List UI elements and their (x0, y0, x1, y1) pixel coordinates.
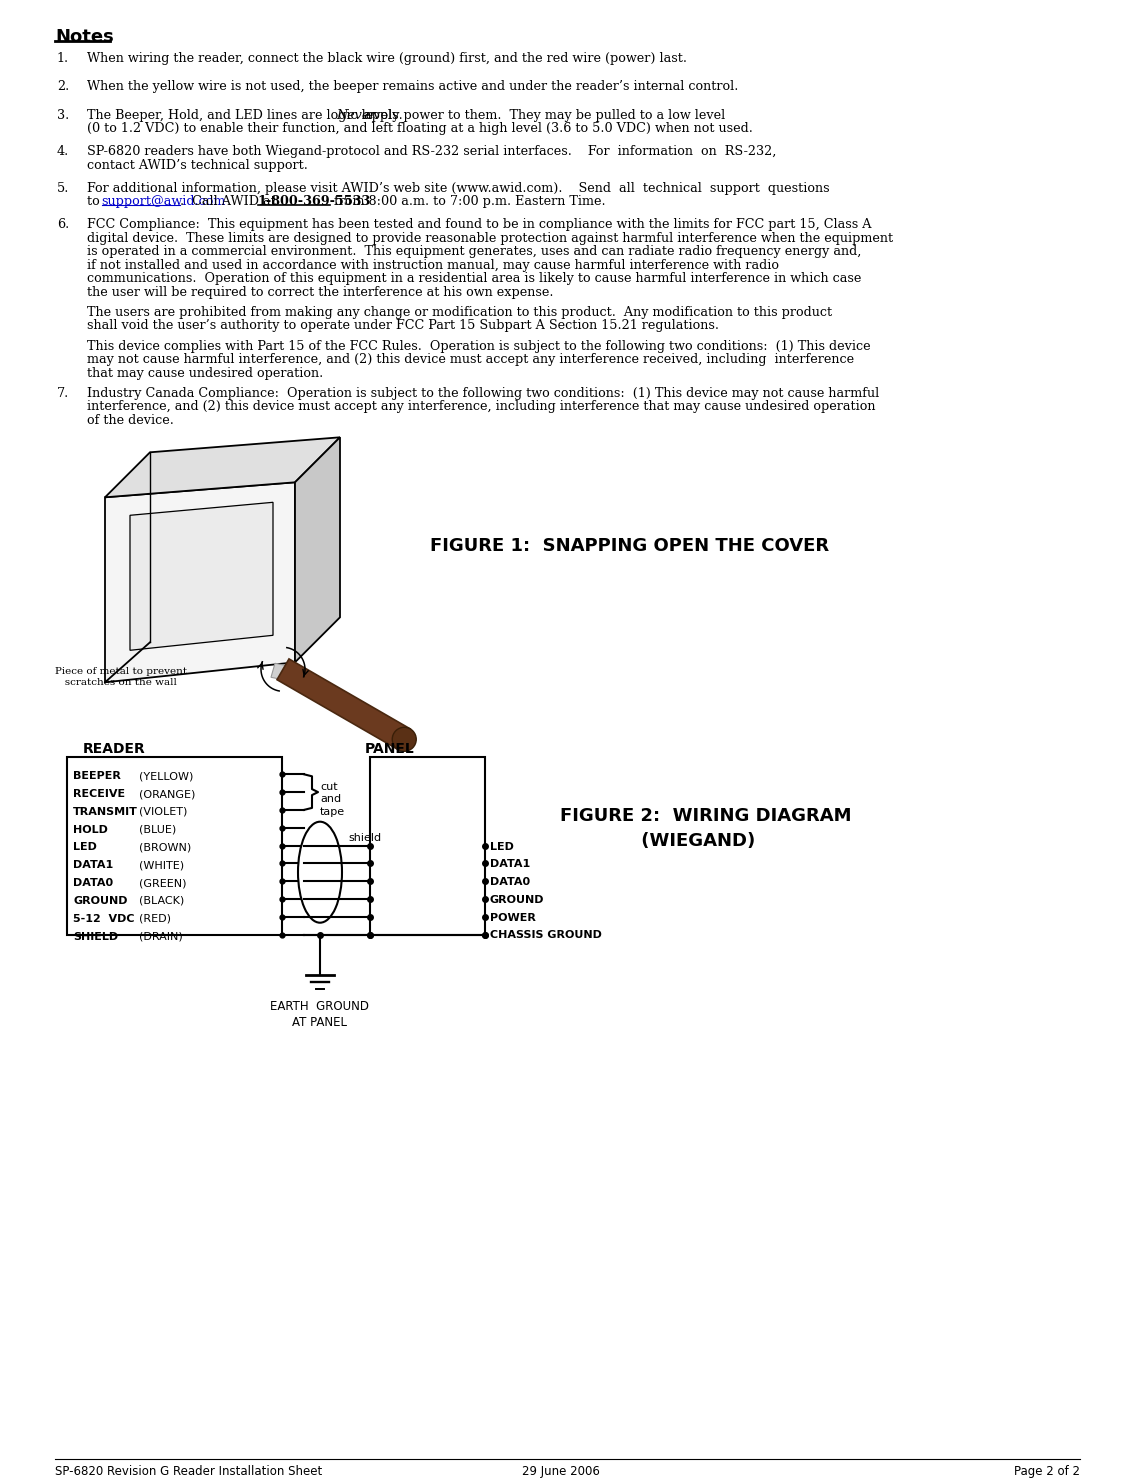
Text: SP-6820 Revision G Reader Installation Sheet: SP-6820 Revision G Reader Installation S… (55, 1465, 322, 1478)
Text: EARTH  GROUND
AT PANEL: EARTH GROUND AT PANEL (271, 1000, 369, 1030)
Text: is operated in a commercial environment.  This equipment generates, uses and can: is operated in a commercial environment.… (86, 245, 861, 258)
Text: GROUND: GROUND (73, 896, 128, 905)
Text: 2.: 2. (57, 80, 70, 93)
Text: READER: READER (83, 742, 146, 757)
Polygon shape (104, 438, 340, 497)
Text: (DRAIN): (DRAIN) (139, 932, 183, 941)
Text: SP-6820 readers have both Wiegand-protocol and RS-232 serial interfaces.    For : SP-6820 readers have both Wiegand-protoc… (86, 145, 776, 159)
Text: The users are prohibited from making any change or modification to this product.: The users are prohibited from making any… (86, 306, 832, 319)
Text: (ORANGE): (ORANGE) (139, 789, 195, 798)
Text: RECEIVE: RECEIVE (73, 789, 125, 798)
Text: shall void the user’s authority to operate under FCC Part 15 Subpart A Section 1: shall void the user’s authority to opera… (86, 319, 719, 332)
Text: When wiring the reader, connect the black wire (ground) first, and the red wire : When wiring the reader, connect the blac… (86, 52, 687, 65)
Text: (GREEN): (GREEN) (139, 879, 186, 887)
Text: 6.: 6. (57, 218, 70, 232)
Text: (BLUE): (BLUE) (139, 825, 176, 834)
Polygon shape (277, 659, 410, 749)
Text: to: to (86, 194, 103, 208)
Text: 4.: 4. (57, 145, 70, 159)
Text: from 8:00 a.m. to 7:00 p.m. Eastern Time.: from 8:00 a.m. to 7:00 p.m. Eastern Time… (329, 194, 605, 208)
Text: This device complies with Part 15 of the FCC Rules.  Operation is subject to the: This device complies with Part 15 of the… (86, 340, 870, 353)
Text: .  Call AWID at: . Call AWID at (180, 194, 280, 208)
Bar (67, 757, 282, 935)
Text: SHIELD: SHIELD (73, 932, 118, 941)
Text: shield: shield (348, 833, 381, 843)
Text: 29 June 2006: 29 June 2006 (522, 1465, 600, 1478)
Text: Piece of metal to prevent
   scratches on the wall: Piece of metal to prevent scratches on t… (55, 668, 188, 687)
Polygon shape (130, 502, 273, 650)
Text: FIGURE 1:  SNAPPING OPEN THE COVER: FIGURE 1: SNAPPING OPEN THE COVER (430, 537, 829, 555)
Text: Page 2 of 2: Page 2 of 2 (1014, 1465, 1080, 1478)
Bar (369, 757, 485, 935)
Text: POWER: POWER (490, 913, 536, 923)
Text: interference, and (2) this device must accept any interference, including interf: interference, and (2) this device must a… (86, 401, 876, 414)
Text: DATA1: DATA1 (490, 859, 530, 870)
Text: digital device.  These limits are designed to provide reasonable protection agai: digital device. These limits are designe… (86, 232, 893, 245)
Text: (WHITE): (WHITE) (139, 861, 184, 870)
Text: that may cause undesired operation.: that may cause undesired operation. (86, 367, 323, 380)
Text: FCC Compliance:  This equipment has been tested and found to be in compliance wi: FCC Compliance: This equipment has been … (86, 218, 871, 232)
Text: DATA0: DATA0 (73, 879, 113, 887)
Text: The Beeper, Hold, and LED lines are logic levels.: The Beeper, Hold, and LED lines are logi… (86, 108, 411, 122)
Polygon shape (104, 482, 295, 683)
Text: support@awid.com: support@awid.com (102, 194, 226, 208)
Text: CHASSIS GROUND: CHASSIS GROUND (490, 930, 602, 941)
Ellipse shape (392, 727, 417, 751)
Polygon shape (271, 663, 295, 681)
Text: (0 to 1.2 VDC) to enable their function, and left floating at a high level (3.6 : (0 to 1.2 VDC) to enable their function,… (86, 122, 752, 135)
Text: When the yellow wire is not used, the beeper remains active and under the reader: When the yellow wire is not used, the be… (86, 80, 739, 93)
Text: Notes: Notes (55, 28, 113, 46)
Text: (BROWN): (BROWN) (139, 843, 191, 852)
Text: Never: Never (336, 108, 375, 122)
Text: 7.: 7. (57, 387, 70, 399)
Text: may not cause harmful interference, and (2) this device must accept any interfer: may not cause harmful interference, and … (86, 353, 855, 367)
Text: 5-12  VDC: 5-12 VDC (73, 914, 135, 923)
Text: LED: LED (490, 841, 514, 852)
Text: if not installed and used in accordance with instruction manual, may cause harmf: if not installed and used in accordance … (86, 258, 779, 272)
Text: GROUND: GROUND (490, 895, 545, 905)
Text: DATA0: DATA0 (490, 877, 530, 887)
Text: communications.  Operation of this equipment in a residential area is likely to : communications. Operation of this equipm… (86, 272, 861, 285)
Text: 1-800-369-5533: 1-800-369-5533 (258, 194, 371, 208)
Text: BEEPER: BEEPER (73, 772, 121, 781)
Text: the user will be required to correct the interference at his own expense.: the user will be required to correct the… (86, 285, 554, 298)
Text: 1.: 1. (57, 52, 70, 65)
Text: (BLACK): (BLACK) (139, 896, 184, 905)
Text: (VIOLET): (VIOLET) (139, 807, 188, 816)
Text: FIGURE 2:  WIRING DIAGRAM
             (WIEGAND): FIGURE 2: WIRING DIAGRAM (WIEGAND) (560, 807, 851, 850)
Text: apply power to them.  They may be pulled to a low level: apply power to them. They may be pulled … (360, 108, 725, 122)
Polygon shape (295, 438, 340, 662)
Text: 3.: 3. (57, 108, 70, 122)
Text: For additional information, please visit AWID’s web site (www.awid.com).    Send: For additional information, please visit… (86, 181, 830, 194)
Text: (YELLOW): (YELLOW) (139, 772, 193, 781)
Ellipse shape (298, 822, 343, 923)
Text: cut
and
tape: cut and tape (320, 782, 345, 816)
Text: 5.: 5. (57, 181, 70, 194)
Text: Industry Canada Compliance:  Operation is subject to the following two condition: Industry Canada Compliance: Operation is… (86, 387, 879, 399)
Text: LED: LED (73, 843, 97, 852)
Text: PANEL: PANEL (365, 742, 414, 757)
Text: TRANSMIT: TRANSMIT (73, 807, 138, 816)
Text: (RED): (RED) (139, 914, 171, 923)
Text: DATA1: DATA1 (73, 861, 113, 870)
Text: HOLD: HOLD (73, 825, 108, 834)
Text: of the device.: of the device. (86, 414, 174, 427)
Text: contact AWID’s technical support.: contact AWID’s technical support. (86, 159, 308, 172)
